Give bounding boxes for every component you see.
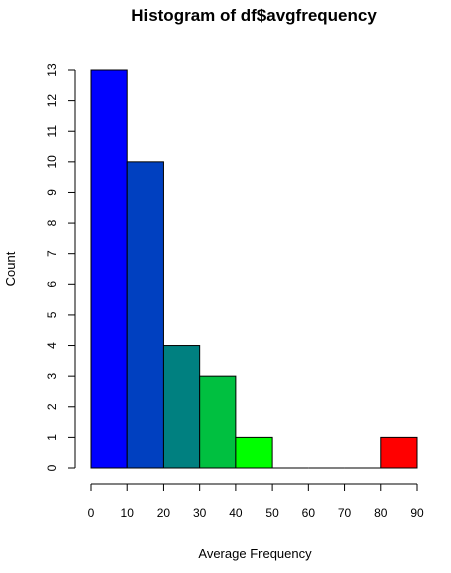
y-tick-label: 11 — [45, 125, 59, 138]
histogram-bar — [380, 436, 418, 469]
y-tick-label: 13 — [45, 63, 59, 77]
x-tick-label: 50 — [265, 506, 279, 520]
histogram-bar — [199, 375, 237, 469]
histogram-bar — [162, 345, 201, 469]
bars-group — [90, 69, 418, 469]
histogram-bar — [126, 161, 164, 469]
x-tick-label: 20 — [157, 506, 171, 520]
chart-title: Histogram of df$avgfrequency — [131, 6, 377, 25]
y-tick-label: 10 — [45, 155, 59, 169]
y-tick-label: 4 — [45, 342, 59, 349]
y-tick-label: 1 — [45, 434, 59, 441]
x-tick-label: 40 — [229, 506, 243, 520]
y-tick-label: 9 — [45, 189, 59, 196]
y-axis-label: Count — [3, 251, 18, 286]
x-axis: 0 10 20 30 40 50 60 70 80 90 — [88, 483, 424, 520]
histogram-bar — [235, 436, 273, 469]
x-tick-label: 60 — [302, 506, 316, 520]
x-tick-label: 0 — [88, 506, 95, 520]
y-tick-label: 5 — [45, 311, 59, 318]
x-tick-label: 70 — [338, 506, 352, 520]
y-tick-label: 6 — [45, 281, 59, 288]
x-tick-label: 10 — [121, 506, 135, 520]
y-tick-label: 2 — [45, 403, 59, 410]
x-tick-label: 90 — [410, 506, 424, 520]
x-tick-label: 30 — [193, 506, 207, 520]
y-tick-label: 7 — [45, 250, 59, 257]
y-tick-label: 12 — [45, 94, 59, 108]
y-tick-label: 3 — [45, 372, 59, 379]
x-axis-label: Average Frequency — [198, 546, 312, 561]
y-tick-label: 0 — [45, 464, 59, 471]
y-tick-label: 8 — [45, 219, 59, 226]
histogram-bar — [90, 69, 128, 469]
x-tick-label: 80 — [374, 506, 388, 520]
